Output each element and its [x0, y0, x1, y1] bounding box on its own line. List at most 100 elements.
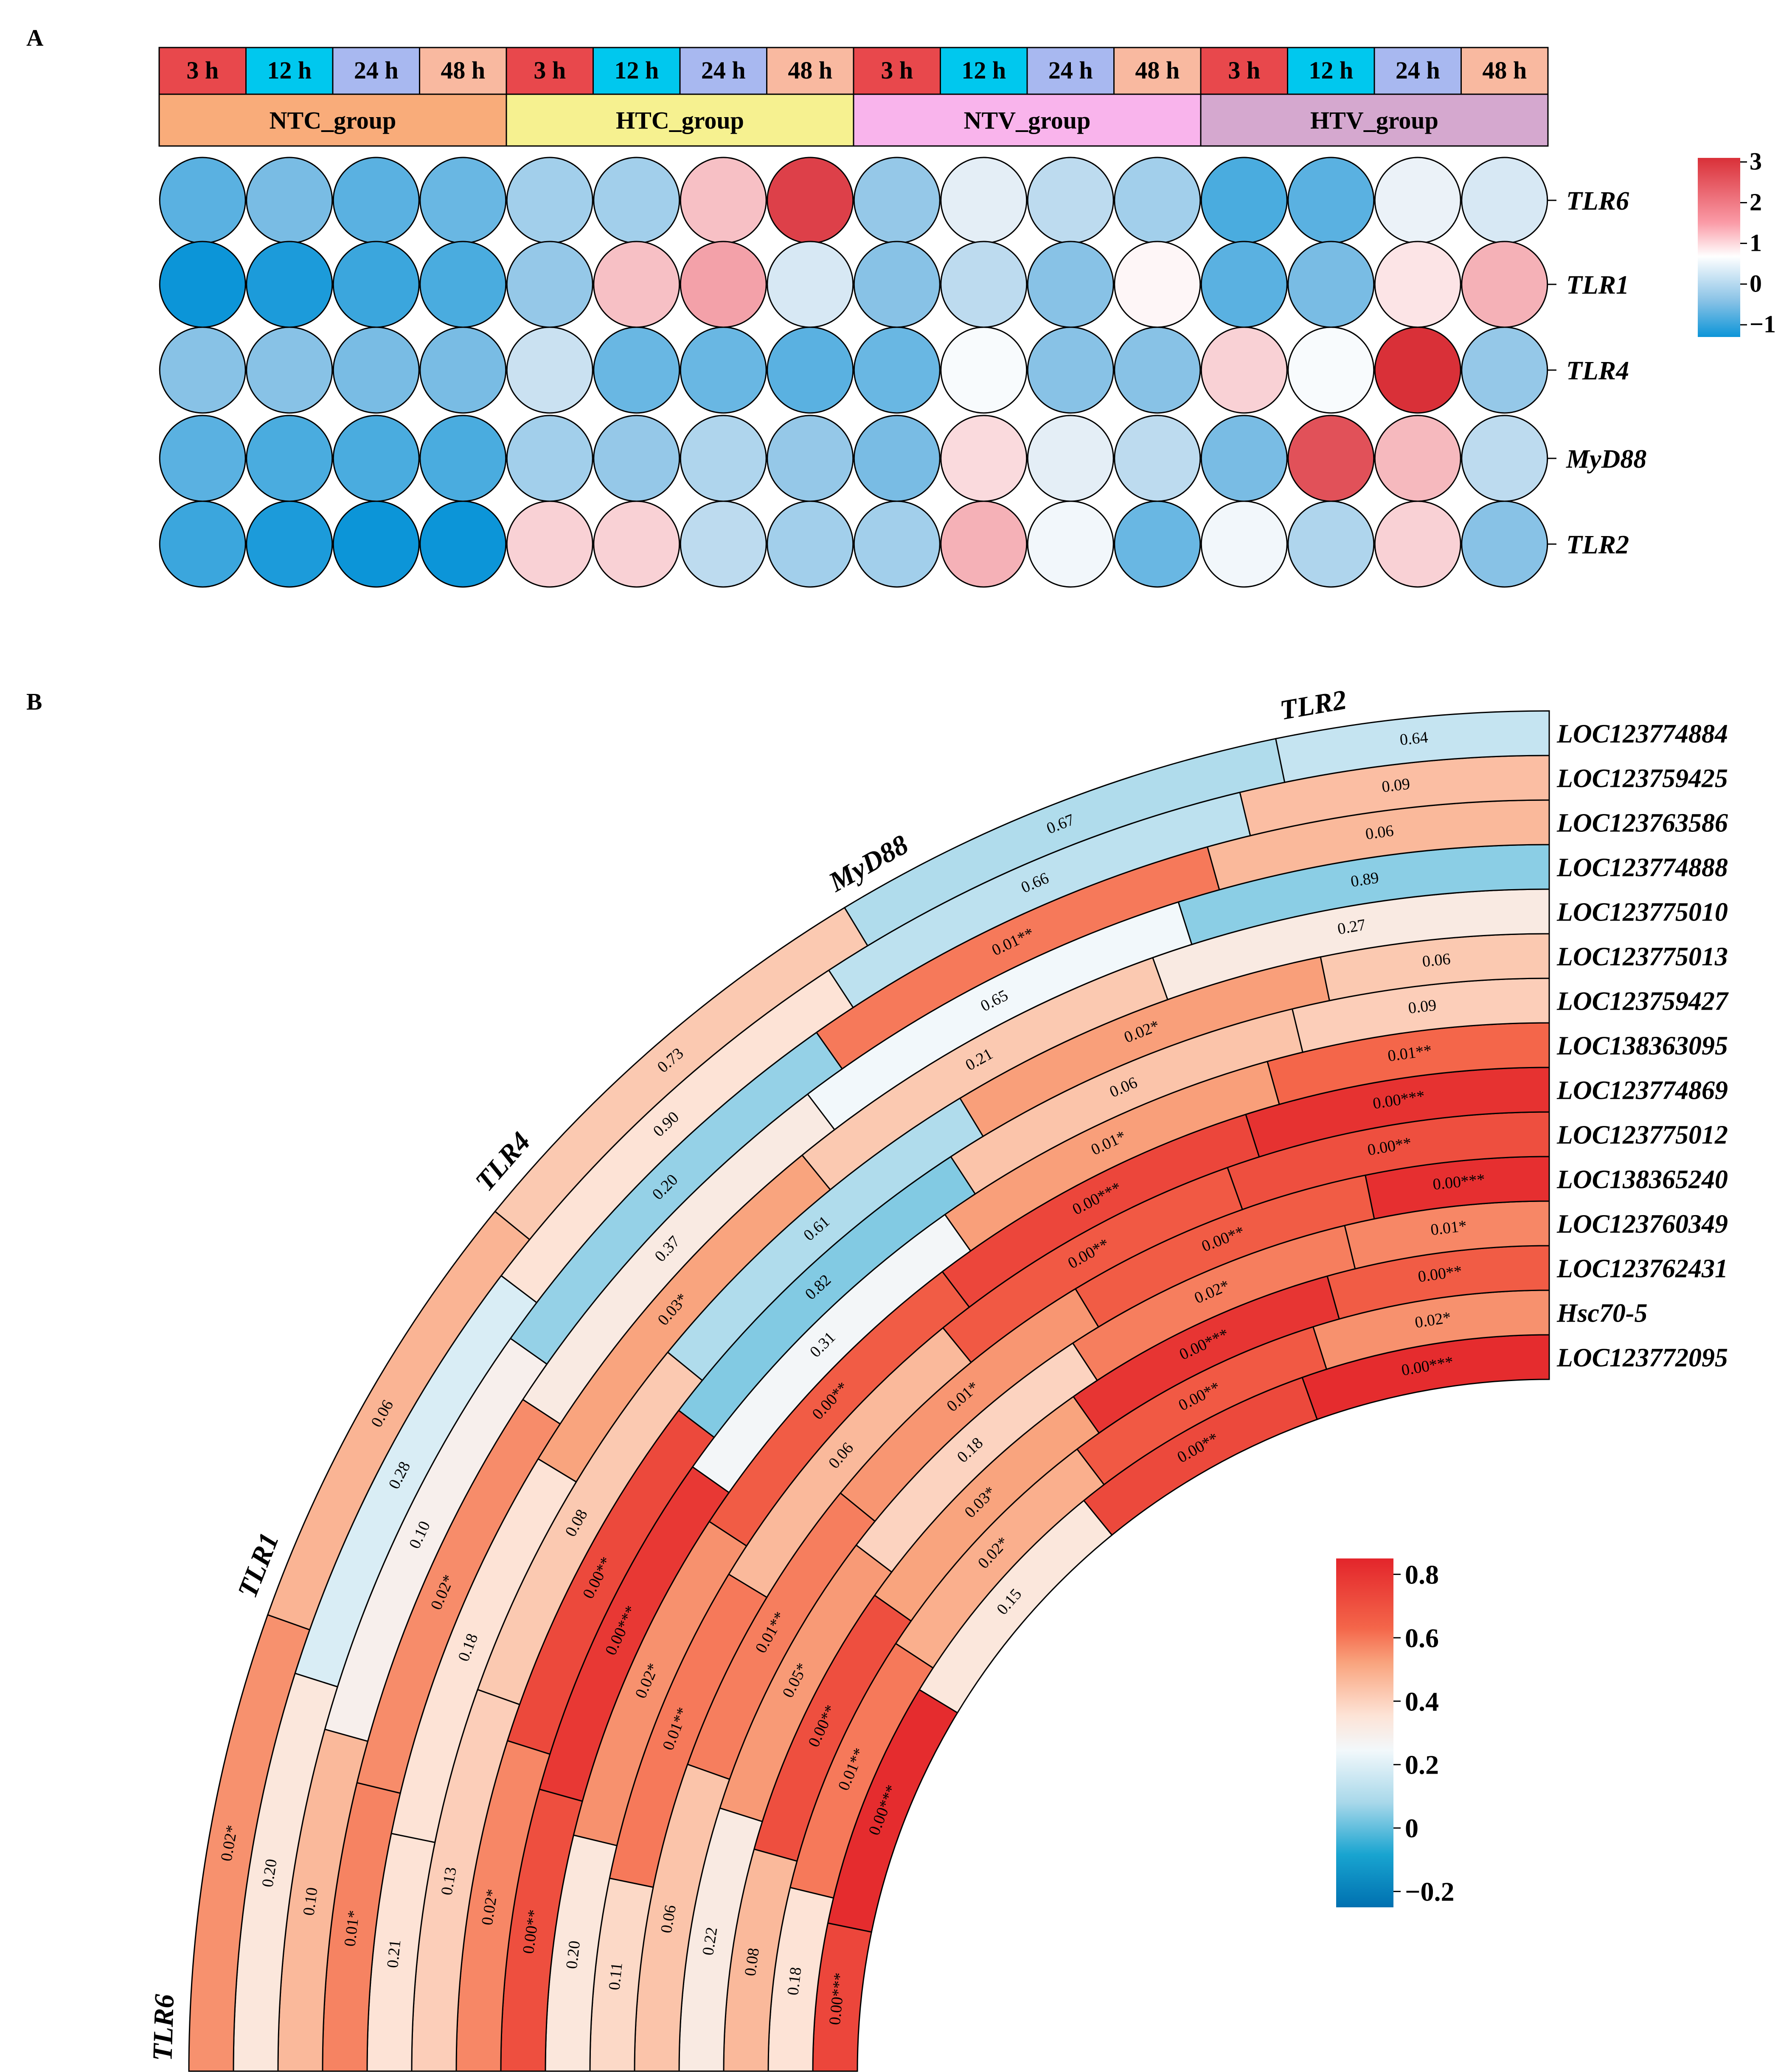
time-header-cell — [1287, 47, 1375, 95]
group-header-label: NTC_group — [270, 107, 396, 134]
group-header-label: HTC_group — [616, 107, 744, 134]
time-header-label: 48 h — [1482, 56, 1527, 84]
bubble-grid — [159, 157, 1548, 588]
expression-bubble — [1461, 500, 1548, 588]
expression-bubble — [1114, 326, 1201, 414]
cell-value-label: 0.01* — [341, 1909, 363, 1948]
time-header-label: 24 h — [701, 56, 746, 84]
panel-label-a: A — [26, 25, 44, 51]
group-header-cell — [853, 93, 1202, 147]
cell-value-label: 0.06 — [1421, 950, 1451, 971]
expression-bubble — [506, 241, 593, 328]
expression-bubble — [593, 415, 680, 502]
expression-bubble — [246, 241, 333, 328]
expression-bubble — [246, 157, 333, 244]
row-label: LOC123763586 — [1556, 809, 1728, 838]
expression-bubble — [1200, 241, 1288, 328]
cell-value-label: 0.01* — [1430, 1217, 1468, 1239]
expression-bubble — [680, 326, 767, 414]
expression-bubble — [159, 500, 246, 588]
expression-bubble — [1027, 326, 1114, 414]
expression-bubble — [332, 415, 420, 502]
expression-bubble — [1114, 241, 1201, 328]
gene-label: TLR4 — [1566, 357, 1629, 385]
gene-label: TLR2 — [1566, 531, 1629, 559]
expression-bubble — [1027, 241, 1114, 328]
expression-bubble — [767, 241, 854, 328]
expression-bubble — [1287, 157, 1375, 244]
time-header-label: 24 h — [1048, 56, 1093, 84]
expression-bubble — [767, 157, 854, 244]
time-header-label: 24 h — [1396, 56, 1440, 84]
time-header-cell — [158, 47, 247, 95]
time-header-label: 3 h — [1228, 56, 1260, 84]
expression-bubble — [1374, 157, 1461, 244]
time-header-cell — [766, 47, 854, 95]
time-header-cell — [419, 47, 507, 95]
expression-bubble — [506, 415, 593, 502]
expression-bubble — [593, 157, 680, 244]
row-label: LOC123775010 — [1556, 898, 1728, 927]
cell-value-label: 0.21 — [384, 1939, 404, 1968]
gene-label: MyD88 — [1566, 445, 1646, 474]
time-header-label: 12 h — [1309, 56, 1353, 84]
expression-bubble — [1114, 500, 1201, 588]
scale-tick-label: 0 — [1750, 270, 1762, 297]
row-label: LOC123774888 — [1556, 854, 1728, 882]
expression-bubble — [159, 415, 246, 502]
expression-bubble — [940, 157, 1028, 244]
time-header-cell — [940, 47, 1028, 95]
time-header-cell — [679, 47, 767, 95]
row-label: LOC138365240 — [1556, 1165, 1728, 1194]
correlation-cell — [267, 1210, 531, 1631]
expression-bubble — [853, 326, 941, 414]
expression-bubble — [853, 241, 941, 328]
time-header-cell — [506, 47, 594, 95]
time-header-cell — [1026, 47, 1115, 95]
time-header-label: 48 h — [1135, 56, 1180, 84]
time-header-label: 12 h — [614, 56, 659, 84]
cell-value-label: 0.06 — [1364, 822, 1395, 843]
row-label: LOC123760349 — [1556, 1210, 1728, 1239]
time-header-label: 3 h — [881, 56, 913, 84]
expression-bubble — [332, 500, 420, 588]
expression-bubble — [159, 326, 246, 414]
expression-bubble — [680, 157, 767, 244]
expression-bubble — [1287, 326, 1375, 414]
expression-bubble — [1027, 415, 1114, 502]
expression-bubble — [1374, 241, 1461, 328]
column-header: 3 h 12 h 24 h 48 h NTC_group 3 h 12 h 24 h 48 h H… — [158, 47, 1549, 147]
group-header-label: HTV_group — [1310, 107, 1438, 134]
expression-bubble — [506, 157, 593, 244]
cell-value-label: 0.22 — [699, 1926, 721, 1957]
row-label: LOC123774884 — [1556, 720, 1728, 749]
row-label: LOC123775012 — [1556, 1121, 1728, 1150]
expression-bubble — [767, 415, 854, 502]
expression-bubble — [1374, 500, 1461, 588]
expression-bubble — [246, 415, 333, 502]
scale-tick-label: 0.4 — [1405, 1686, 1439, 1716]
expression-bubble — [1114, 415, 1201, 502]
expression-bubble — [1200, 326, 1288, 414]
group-header-label: NTV_group — [964, 107, 1091, 134]
cell-value-label: 0.09 — [1381, 775, 1411, 796]
expression-bubble — [1287, 241, 1375, 328]
cell-value-label: 0.89 — [1349, 869, 1380, 891]
expression-bubble — [419, 241, 507, 328]
correlation-cells — [188, 710, 1550, 2072]
cell-value-label: 0.20 — [258, 1858, 281, 1888]
time-header-label: 12 h — [267, 56, 312, 84]
color-scale-ticks: 3 2 1 0 −1 — [1740, 148, 1776, 338]
group-header-cell — [158, 93, 507, 147]
expression-bubble — [332, 326, 420, 414]
group-header-cell — [1200, 93, 1549, 147]
cell-value-label: 0.08 — [741, 1947, 763, 1977]
row-label: LOC123772095 — [1556, 1344, 1728, 1373]
cell-value-label: 0.18 — [784, 1966, 805, 1996]
circular-heatmap: 0.00***0.02*0.00**0.01*0.00***0.00**0.00… — [147, 684, 1729, 2072]
expression-bubble — [680, 500, 767, 588]
scale-tick-label: 0 — [1405, 1813, 1418, 1843]
expression-bubble — [1200, 500, 1288, 588]
time-header-label: 48 h — [441, 56, 485, 84]
